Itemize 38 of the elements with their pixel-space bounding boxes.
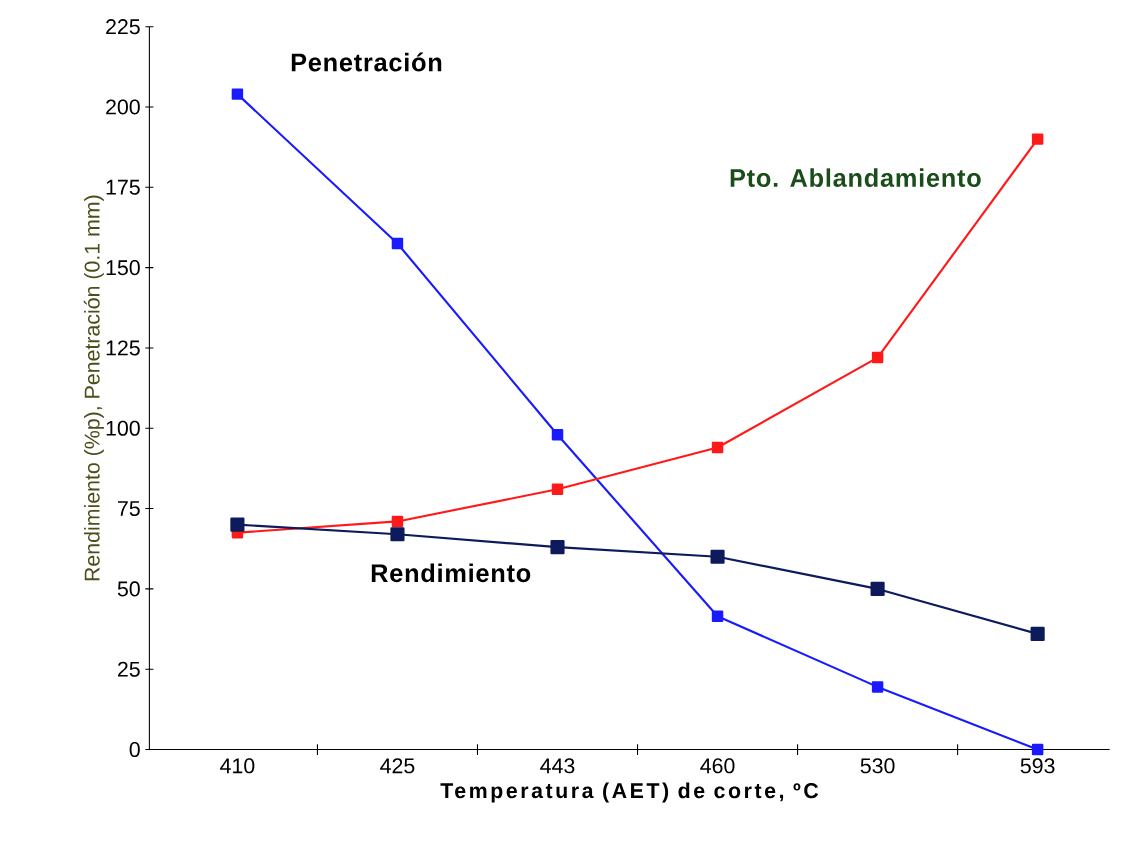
x-axis-title: Temperatura (AET) de corte, ºC [440, 782, 819, 803]
point [1031, 133, 1044, 146]
y-tick-label: 175 [106, 180, 140, 195]
point [551, 429, 564, 441]
point [550, 540, 565, 555]
y-tick-label: 225 [106, 19, 140, 35]
x-tick-label: 410 [220, 758, 255, 774]
x-tick-label: 530 [860, 758, 895, 774]
point [871, 352, 884, 364]
y-tick-label: 75 [118, 501, 140, 517]
y-tick-label: 150 [106, 260, 140, 276]
point [391, 237, 404, 250]
point [391, 515, 404, 528]
series-label: Pto. Ablandamiento [730, 168, 981, 188]
y-axis-title: Rendimiento (%p), Penetración (0.1 mm) [83, 195, 104, 581]
y-tick-label: 100 [106, 420, 140, 437]
series-label: Rendimiento [371, 563, 531, 583]
x-tick-label: 460 [700, 758, 735, 774]
point [390, 527, 405, 542]
point [711, 442, 724, 454]
text: Penetración [291, 52, 442, 72]
point [230, 517, 245, 532]
y-tick-label: 0 [129, 742, 140, 758]
y-tick-label: 125 [106, 340, 140, 356]
x-tick-label: 425 [380, 758, 415, 774]
point [711, 610, 724, 623]
point [231, 88, 244, 101]
point [1031, 744, 1044, 756]
point [710, 549, 725, 565]
y-tick-label: 50 [117, 581, 140, 597]
point [551, 483, 564, 496]
x-tick-label: 593 [1020, 758, 1055, 774]
y-tick-label: 200 [106, 99, 140, 115]
x-tick-label: 443 [540, 758, 575, 774]
point [871, 681, 884, 693]
point [870, 582, 885, 597]
point [1030, 627, 1045, 642]
y-tick-label: 25 [118, 661, 140, 677]
